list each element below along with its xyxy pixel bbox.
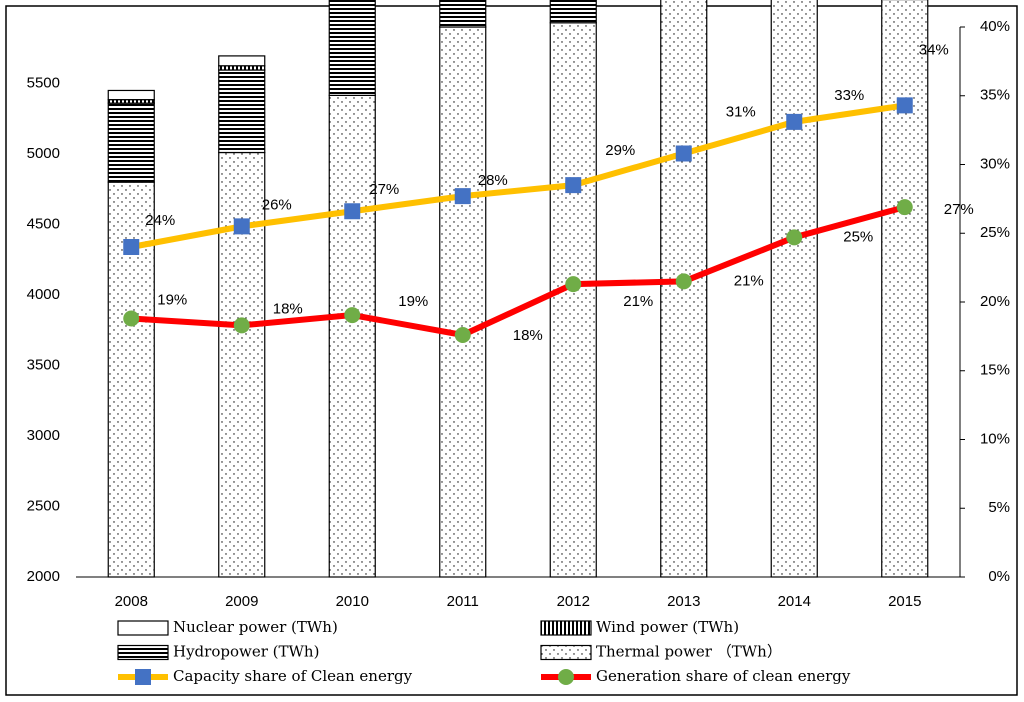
- marker: [454, 188, 471, 205]
- bar-segment: [218, 55, 266, 67]
- marker: [123, 239, 140, 255]
- bar-segment: [439, 26, 487, 578]
- y-tick-label: 3000: [27, 427, 60, 444]
- x-tick-label: 2010: [336, 593, 369, 610]
- data-label: 21%: [623, 293, 653, 310]
- bar-segment: [770, 0, 818, 578]
- y-tick-label: 2000: [27, 568, 60, 585]
- y2-tick-label: 35%: [980, 87, 1010, 104]
- y-tick-label: 4000: [27, 286, 60, 303]
- x-tick-label: 2008: [115, 593, 148, 610]
- data-label: 25%: [843, 228, 873, 245]
- legend-label: Hydropower (TWh): [173, 643, 319, 661]
- data-label: 27%: [944, 201, 974, 218]
- bar-segment: [107, 102, 155, 183]
- marker: [675, 145, 692, 162]
- y2-tick-label: 5%: [988, 499, 1010, 516]
- bar-segment: [549, 0, 597, 24]
- data-label: 31%: [726, 103, 756, 120]
- data-label: 26%: [262, 196, 292, 213]
- bar-segment: [881, 0, 929, 578]
- marker: [786, 229, 803, 246]
- legend-label: Wind power (TWh): [596, 618, 739, 636]
- marker: [344, 203, 361, 220]
- y2-tick-label: 20%: [980, 293, 1010, 310]
- bar-segment: [328, 0, 376, 96]
- marker: [786, 113, 803, 130]
- legend-swatch: [117, 644, 169, 661]
- bar-segment: [439, 0, 487, 28]
- data-label: 18%: [273, 300, 303, 317]
- x-tick-label: 2013: [667, 593, 700, 610]
- legend-marker: [135, 669, 151, 685]
- legend-swatch: [540, 620, 592, 636]
- bar-segment: [549, 22, 597, 578]
- data-label: 33%: [834, 87, 864, 104]
- data-label: 19%: [398, 293, 428, 310]
- legend-label: Capacity share of Clean energy: [173, 667, 413, 685]
- y-tick-label: 4500: [27, 215, 60, 232]
- data-label: 34%: [919, 41, 949, 58]
- marker: [565, 177, 582, 194]
- marker: [233, 218, 250, 235]
- bar-segment: [107, 89, 155, 101]
- y-tick-label: 2500: [27, 497, 60, 514]
- y2-tick-label: 25%: [980, 224, 1010, 241]
- data-label: 19%: [157, 291, 187, 308]
- y2-tick-label: 0%: [988, 568, 1010, 585]
- y2-tick-label: 30%: [980, 155, 1010, 172]
- legend-swatch: [540, 644, 592, 661]
- marker: [344, 307, 361, 324]
- x-tick-label: 2015: [888, 593, 921, 610]
- line: [130, 102, 906, 250]
- data-label: 18%: [513, 327, 543, 344]
- data-label: 21%: [734, 272, 764, 289]
- x-tick-label: 2012: [557, 593, 590, 610]
- marker: [454, 327, 471, 343]
- y2-tick-label: 40%: [980, 18, 1010, 35]
- y2-tick-label: 15%: [980, 362, 1010, 379]
- y-tick-label: 5500: [27, 74, 60, 91]
- legend-swatch: [117, 620, 169, 636]
- data-label: 27%: [369, 181, 399, 198]
- marker: [565, 276, 582, 293]
- data-label: 29%: [605, 142, 635, 159]
- legend-label: Nuclear power (TWh): [173, 618, 338, 636]
- y-tick-label: 3500: [27, 356, 60, 373]
- bar-segment: [218, 151, 266, 578]
- x-tick-label: 2014: [778, 593, 811, 610]
- frame: [5, 5, 1018, 696]
- x-tick-label: 2011: [447, 593, 479, 610]
- marker: [675, 273, 692, 290]
- line: [131, 204, 906, 339]
- bar-segment: [218, 69, 266, 154]
- marker: [233, 317, 250, 334]
- y2-tick-label: 10%: [980, 430, 1010, 447]
- marker: [123, 310, 140, 327]
- legend-marker: [558, 669, 574, 685]
- y-tick-label: 5000: [27, 145, 60, 162]
- data-label: 28%: [478, 172, 508, 189]
- marker: [896, 97, 913, 114]
- legend-label: Thermal power （TWh）: [596, 643, 782, 661]
- data-label: 24%: [145, 212, 175, 229]
- marker: [896, 199, 913, 216]
- x-tick-label: 2009: [225, 593, 258, 610]
- bar-segment: [218, 65, 266, 71]
- bar-segment: [328, 94, 376, 578]
- legend-label: Generation share of clean energy: [596, 667, 851, 685]
